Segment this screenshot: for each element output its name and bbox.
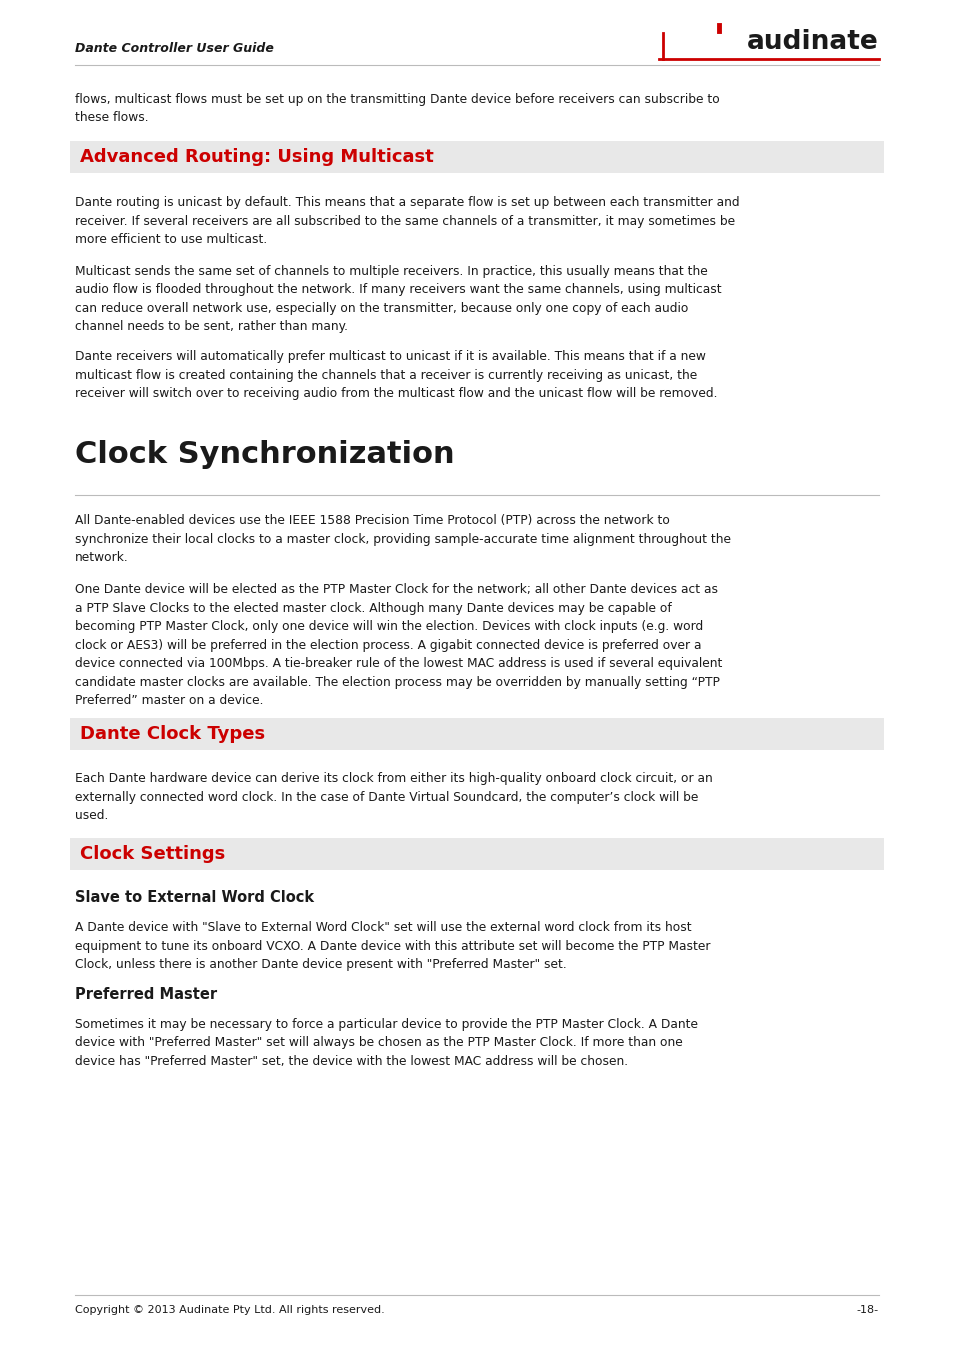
Text: Preferred Master: Preferred Master [75, 987, 217, 1002]
Text: One Dante device will be elected as the PTP Master Clock for the network; all ot: One Dante device will be elected as the … [75, 583, 721, 707]
Text: Advanced Routing: Using Multicast: Advanced Routing: Using Multicast [80, 148, 434, 166]
Text: Clock Synchronization: Clock Synchronization [75, 440, 455, 468]
Text: Each Dante hardware device can derive its clock from either its high-quality onb: Each Dante hardware device can derive it… [75, 772, 712, 822]
Text: Copyright © 2013 Audinate Pty Ltd. All rights reserved.: Copyright © 2013 Audinate Pty Ltd. All r… [75, 1305, 384, 1315]
Text: Clock Settings: Clock Settings [80, 845, 225, 864]
Text: All Dante-enabled devices use the IEEE 1588 Precision Time Protocol (PTP) across: All Dante-enabled devices use the IEEE 1… [75, 514, 730, 564]
Text: Dante routing is unicast by default. This means that a separate flow is set up b: Dante routing is unicast by default. Thi… [75, 196, 739, 246]
Text: Multicast sends the same set of channels to multiple receivers. In practice, thi: Multicast sends the same set of channels… [75, 265, 720, 333]
Text: A Dante device with "Slave to External Word Clock" set will use the external wor: A Dante device with "Slave to External W… [75, 921, 710, 971]
FancyBboxPatch shape [70, 142, 883, 173]
Text: audinate: audinate [746, 28, 878, 55]
Text: -18-: -18- [856, 1305, 878, 1315]
Text: Sometimes it may be necessary to force a particular device to provide the PTP Ma: Sometimes it may be necessary to force a… [75, 1018, 698, 1068]
Text: flows, multicast flows must be set up on the transmitting Dante device before re: flows, multicast flows must be set up on… [75, 93, 719, 124]
FancyBboxPatch shape [70, 718, 883, 749]
FancyBboxPatch shape [70, 838, 883, 871]
Text: Slave to External Word Clock: Slave to External Word Clock [75, 891, 314, 906]
Text: Dante receivers will automatically prefer multicast to unicast if it is availabl: Dante receivers will automatically prefe… [75, 351, 717, 401]
Text: Dante Controller User Guide: Dante Controller User Guide [75, 42, 274, 55]
Text: Dante Clock Types: Dante Clock Types [80, 725, 265, 743]
